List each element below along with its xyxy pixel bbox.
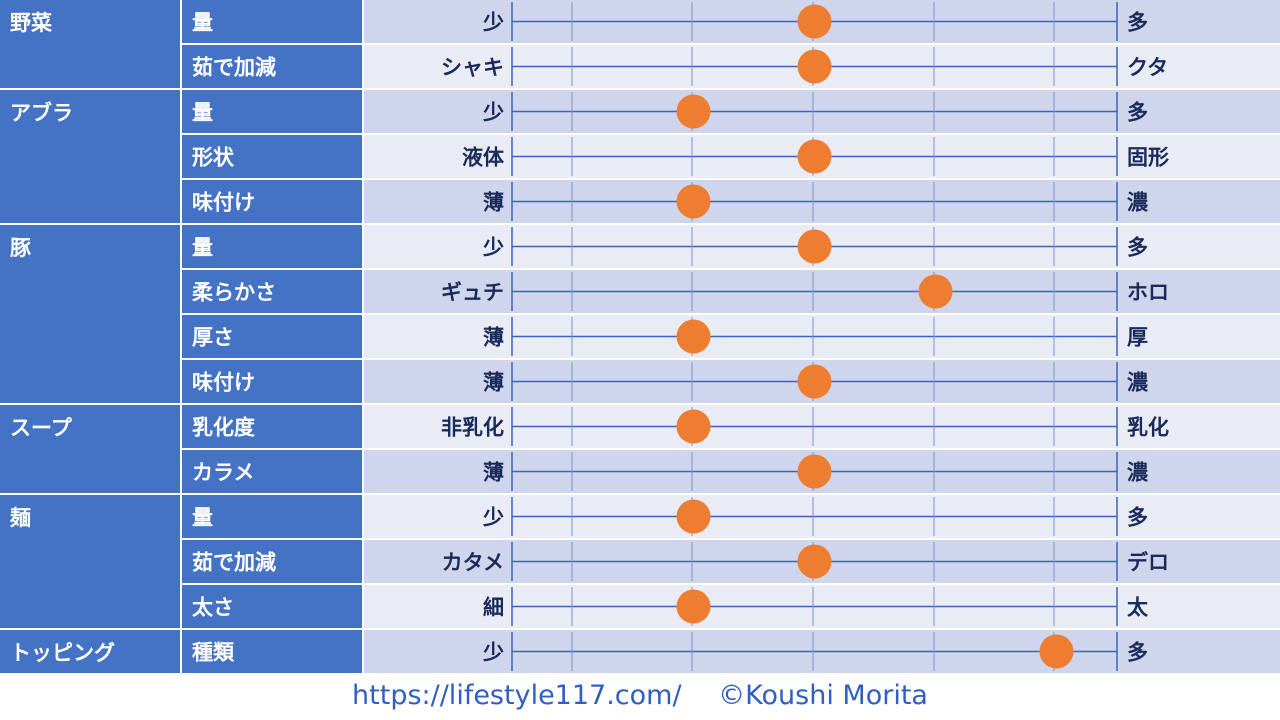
attribute-label: 乳化度 bbox=[192, 416, 255, 440]
category-label: 麺 bbox=[9, 506, 31, 530]
attribute-cell bbox=[182, 225, 362, 268]
rating-marker bbox=[797, 229, 832, 264]
scale-right-label: ホロ bbox=[1127, 281, 1169, 305]
attribute-cell bbox=[182, 0, 362, 43]
attribute-cell bbox=[182, 315, 362, 358]
attribute-cell bbox=[182, 135, 362, 178]
scale-left-label: 少 bbox=[482, 236, 504, 260]
attribute-label: 茹で加減 bbox=[192, 56, 276, 80]
scale-right-label: 濃 bbox=[1127, 191, 1149, 215]
scale-left-label: シャキ bbox=[441, 56, 504, 80]
category-cell bbox=[0, 225, 180, 403]
scale-right-label: 多 bbox=[1127, 641, 1148, 665]
scale-right-label: デロ bbox=[1127, 551, 1169, 575]
attribute-cell bbox=[182, 180, 362, 223]
attribute-label: 柔らかさ bbox=[192, 281, 276, 305]
scale-right-label: 乳化 bbox=[1127, 416, 1169, 440]
scale-left-label: 非乳化 bbox=[441, 416, 504, 440]
scale-left-label: 薄 bbox=[483, 191, 504, 215]
scale-left-label: カタメ bbox=[442, 551, 504, 575]
scale-left-label: 少 bbox=[482, 11, 504, 35]
scale-left-label: 細 bbox=[483, 596, 504, 620]
scale-left-label: 薄 bbox=[483, 461, 504, 485]
category-cell bbox=[0, 630, 180, 673]
rating-marker bbox=[797, 139, 832, 174]
category-label: アブラ bbox=[10, 101, 73, 125]
attribute-label: 茹で加減 bbox=[192, 551, 276, 575]
scale-right-label: 太 bbox=[1127, 596, 1149, 620]
attribute-label: 形状 bbox=[192, 146, 235, 170]
attribute-label: 量 bbox=[192, 236, 213, 260]
attribute-label: 味付け bbox=[192, 371, 255, 395]
attribute-cell bbox=[182, 90, 362, 133]
attribute-cell bbox=[182, 540, 362, 583]
scale-right-label: 多 bbox=[1127, 236, 1148, 260]
attribute-label: 量 bbox=[192, 11, 213, 35]
ramen-profile-chart: 野菜量少多茹で加減 シャキ クタアブラ量少多形状 液体 固形味付け薄濃豚量少多柔らかさギ… bbox=[0, 0, 1280, 673]
scale-right-label: 固形 bbox=[1127, 146, 1169, 170]
attribute-label: 太さ bbox=[192, 596, 234, 620]
rating-marker bbox=[797, 364, 832, 399]
attribute-label: 厚さ bbox=[192, 326, 234, 350]
rating-marker bbox=[797, 544, 832, 579]
rating-marker bbox=[676, 319, 711, 354]
rating-marker bbox=[676, 409, 711, 444]
attribute-label: 種類 bbox=[192, 641, 235, 665]
attribute-cell bbox=[182, 630, 362, 673]
scale-left-label: 液体 bbox=[462, 146, 505, 170]
scale-left-label: 薄 bbox=[483, 326, 504, 350]
rating-marker bbox=[676, 589, 711, 624]
footer-url[interactable]: https://lifestyle117.com/ bbox=[352, 680, 682, 711]
rating-marker bbox=[676, 94, 711, 129]
category-label: 豚 bbox=[10, 236, 31, 260]
scale-right-label: 濃 bbox=[1127, 461, 1149, 485]
scale-left-label: 薄 bbox=[483, 371, 504, 395]
rating-marker bbox=[797, 454, 832, 489]
scale-right-label: クタ bbox=[1127, 56, 1168, 80]
rating-marker bbox=[797, 49, 832, 84]
attribute-cell bbox=[182, 360, 362, 403]
attribute-cell bbox=[182, 585, 362, 628]
attribute-label: 量 bbox=[192, 101, 213, 125]
scale-right-label: 多 bbox=[1127, 506, 1148, 530]
scale-left-label: 少 bbox=[482, 506, 504, 530]
category-label: 野菜 bbox=[10, 11, 52, 35]
category-cell bbox=[0, 90, 180, 223]
scale-right-label: 濃 bbox=[1127, 371, 1149, 395]
scale-left-label: 少 bbox=[482, 641, 504, 665]
scale-right-label: 多 bbox=[1127, 11, 1148, 35]
scale-left-label: ギュチ bbox=[441, 281, 504, 305]
attribute-label: 量 bbox=[192, 506, 213, 530]
scale-right-label: 厚 bbox=[1127, 326, 1148, 350]
attribute-cell bbox=[182, 405, 362, 448]
attribute-label: 味付け bbox=[192, 191, 255, 215]
footer: https://lifestyle117.com/ ©Koushi Morita bbox=[0, 676, 1280, 716]
footer-copyright: ©Koushi Morita bbox=[718, 680, 928, 711]
attribute-cell bbox=[182, 450, 362, 493]
category-label: トッピング bbox=[10, 641, 115, 665]
rating-marker bbox=[1039, 634, 1074, 669]
attribute-cell bbox=[182, 45, 362, 88]
scale-right-label: 多 bbox=[1127, 101, 1148, 125]
category-label: スープ bbox=[10, 416, 73, 440]
rating-marker bbox=[918, 274, 953, 309]
rating-marker bbox=[797, 4, 832, 39]
category-cell bbox=[0, 495, 180, 628]
attribute-label: カラメ bbox=[192, 461, 254, 485]
rating-marker bbox=[676, 499, 711, 534]
attribute-cell bbox=[182, 495, 362, 538]
scale-left-label: 少 bbox=[482, 101, 504, 125]
category-cell bbox=[0, 405, 180, 493]
rating-marker bbox=[676, 184, 711, 219]
category-cell bbox=[0, 0, 180, 88]
attribute-cell bbox=[182, 270, 362, 313]
